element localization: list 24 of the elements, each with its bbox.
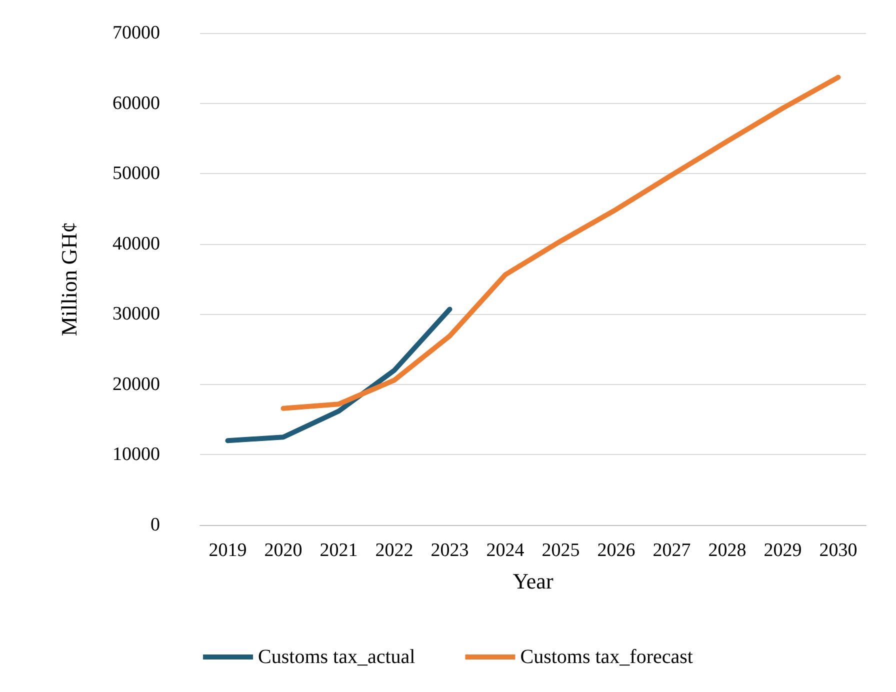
legend-label: Customs tax_actual xyxy=(258,646,416,668)
x-tick-label: 2019 xyxy=(208,540,247,561)
y-tick-label: 70000 xyxy=(112,22,160,44)
y-tick-label: 40000 xyxy=(112,233,160,254)
x-tick-label: 2027 xyxy=(652,540,691,561)
x-tick-label: 2028 xyxy=(708,540,746,561)
x-tick-label: 2024 xyxy=(486,540,525,561)
x-axis-title: Year xyxy=(512,568,554,594)
x-tick-label: 2025 xyxy=(542,540,580,561)
y-tick-label: 30000 xyxy=(112,304,160,325)
x-tick-label: 2020 xyxy=(264,540,302,561)
y-axis-title: Million GH¢ xyxy=(56,222,82,336)
x-tick-label: 2026 xyxy=(597,540,636,561)
x-tick-label: 2030 xyxy=(819,540,858,561)
x-tick-label: 2021 xyxy=(320,540,358,561)
y-tick-label: 0 xyxy=(150,514,160,536)
y-tick-label: 50000 xyxy=(112,163,160,184)
x-tick-label: 2029 xyxy=(764,540,802,561)
legend-label: Customs tax_forecast xyxy=(520,646,694,668)
x-tick-label: 2023 xyxy=(430,540,469,561)
x-tick-label: 2022 xyxy=(375,540,414,561)
y-tick-label: 10000 xyxy=(112,444,160,466)
y-tick-label: 20000 xyxy=(112,374,160,395)
y-tick-label: 60000 xyxy=(112,92,160,114)
